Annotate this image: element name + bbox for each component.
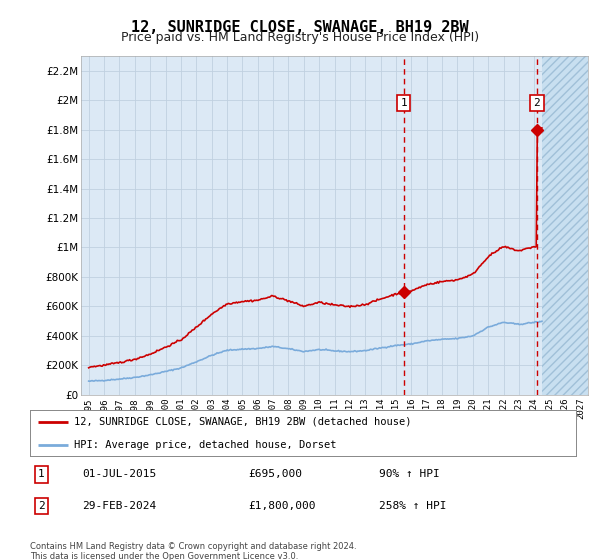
Bar — [542, 56, 588, 395]
Text: 01-JUL-2015: 01-JUL-2015 — [82, 469, 156, 479]
Text: 12, SUNRIDGE CLOSE, SWANAGE, BH19 2BW (detached house): 12, SUNRIDGE CLOSE, SWANAGE, BH19 2BW (d… — [74, 417, 411, 427]
Text: 90% ↑ HPI: 90% ↑ HPI — [379, 469, 440, 479]
Text: 1: 1 — [400, 98, 407, 108]
Text: Price paid vs. HM Land Registry's House Price Index (HPI): Price paid vs. HM Land Registry's House … — [121, 31, 479, 44]
Text: 2: 2 — [533, 98, 540, 108]
Text: 258% ↑ HPI: 258% ↑ HPI — [379, 501, 447, 511]
Text: Contains HM Land Registry data © Crown copyright and database right 2024.
This d: Contains HM Land Registry data © Crown c… — [30, 542, 356, 560]
Text: £1,800,000: £1,800,000 — [248, 501, 316, 511]
Text: 29-FEB-2024: 29-FEB-2024 — [82, 501, 156, 511]
Text: HPI: Average price, detached house, Dorset: HPI: Average price, detached house, Dors… — [74, 440, 336, 450]
Text: £695,000: £695,000 — [248, 469, 302, 479]
Text: 12, SUNRIDGE CLOSE, SWANAGE, BH19 2BW: 12, SUNRIDGE CLOSE, SWANAGE, BH19 2BW — [131, 20, 469, 35]
Text: 2: 2 — [38, 501, 45, 511]
Text: 1: 1 — [38, 469, 45, 479]
